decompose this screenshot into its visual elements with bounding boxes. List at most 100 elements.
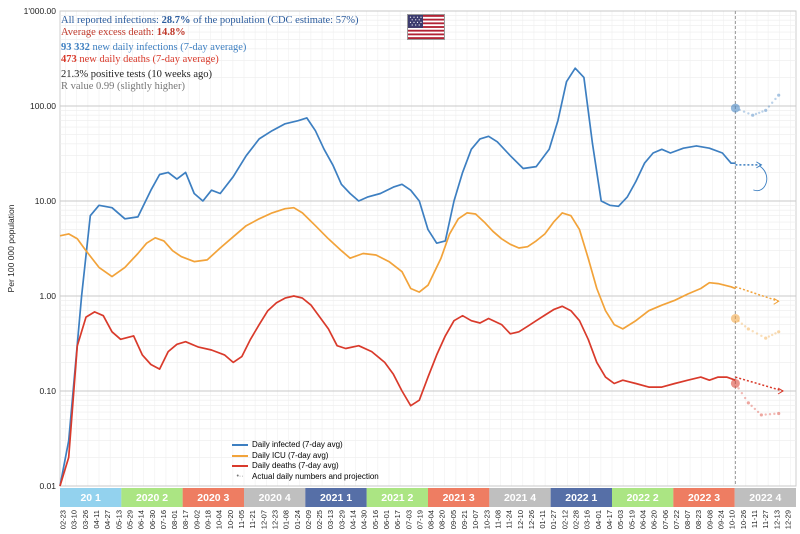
x-tick-label: 09-08 [705,510,714,529]
x-tick-label: 01-08 [282,510,291,529]
quarter-block [60,488,122,507]
y-tick-label: 1.00 [39,291,56,301]
x-tick-label: 03-26 [81,510,90,529]
info-daily-infections: 93 332 new daily infections (7-day avera… [61,42,246,54]
projection-arrow-icu [773,297,780,305]
projection-dot-icu [774,332,777,335]
quarter-label: 2022 3 [688,492,720,504]
x-tick-label: 03-29 [337,510,346,529]
legend-label-projection: Actual daily numbers and projection [252,471,379,481]
x-tick-label: 07-03 [404,510,413,529]
x-tick-label: 10-04 [215,510,224,529]
info-daily-deaths-value: 473 [61,54,77,65]
legend-item-infected: Daily infected (7-day avg) [232,440,379,451]
x-tick-label: 03-16 [583,510,592,529]
projection-marker-deaths [730,378,740,388]
x-tick-label: 06-17 [393,510,402,529]
x-tick-label: 06-14 [137,510,146,529]
projection-dot-icu [740,322,744,325]
projection-marker-deaths [746,401,750,405]
x-tick-label: 12-29 [783,510,792,529]
x-tick-label: 12-13 [772,510,781,529]
x-tick-label: 10-07 [471,510,480,529]
x-tick-label: 06-01 [382,510,391,529]
series-line-infected [59,67,736,487]
projection-marker-infected [777,93,781,97]
x-tick-label: 04-17 [605,510,614,529]
x-tick-label: 04-11 [92,510,101,529]
y-tick-label: 1'000.00 [24,6,57,16]
x-tick-label: 01-27 [549,510,558,529]
info-daily-infections-label: new daily infections (7-day average) [89,42,247,53]
legend-item-icu: Daily ICU (7-day avg) [232,451,379,462]
legend-label-infected: Daily infected (7-day avg) [252,440,343,449]
projection-dot-icu [751,330,754,333]
x-tick-label: 06-04 [638,510,647,529]
projection-marker-icu [777,330,781,334]
projection-marker-infected [730,103,740,113]
info-excess-death: Average excess death: 14.8% [61,27,186,39]
projection-dot-infected [754,112,758,116]
quarter-label: 2022 2 [627,492,659,504]
x-tick-label: 04-27 [103,510,112,529]
quarter-label: 2020 2 [136,492,168,504]
quarter-label: 2020 4 [259,492,291,504]
quarter-label: 2022 4 [749,492,781,504]
legend-label-icu: Daily ICU (7-day avg) [252,450,329,460]
legend-item-projection: •·· Actual daily numbers and projection [232,471,379,483]
projection-marker-icu [746,327,750,331]
projection-dot-infected [774,97,777,101]
legend-swatch-deaths [232,465,248,468]
x-tick-label: 11-05 [237,510,246,529]
x-tick-label: 02-23 [59,510,68,529]
projection-dot-icu [770,333,774,337]
projection-dot-infected [770,101,774,104]
info-daily-deaths: 473 new daily deaths (7-day average) [61,54,219,66]
legend-swatch-infected [232,444,248,447]
y-tick-label: 10.00 [35,196,57,206]
x-tick-label: 05-29 [125,510,134,529]
quarter-block [305,488,367,507]
x-tick-label: 10-20 [226,510,235,529]
x-tick-label: 09-05 [449,510,458,529]
x-tick-label: 05-19 [627,510,636,529]
x-tick-label: 01-24 [293,510,302,529]
projection-curl-infected [753,165,768,192]
projection-dot-infected [738,108,741,112]
x-tick-label: 11-11 [750,510,759,528]
x-tick-label: 08-01 [170,510,179,529]
x-tick-label: 03-13 [326,510,335,529]
projection-marker-infected [764,108,768,112]
projection-arrow-deaths [777,387,784,395]
x-tick-label: 08-20 [438,510,447,529]
x-tick-label: 09-18 [204,510,213,529]
projection-dot-infected [761,110,764,113]
info-infections-suffix: of the population (CDC estimate: 57%) [190,15,359,26]
projection-dot-icu [737,319,740,323]
info-excess-value: 14.8% [156,27,186,38]
x-tick-label: 02-09 [304,510,313,529]
x-tick-label: 06-20 [650,510,659,529]
legend-swatch-icu [232,454,248,457]
x-tick-label: 08-17 [181,510,190,529]
projection-dot-infected [742,110,746,113]
legend: Daily infected (7-day avg) Daily ICU (7-… [232,440,379,482]
info-daily-infections-value: 93 332 [61,42,90,53]
quarter-label: 2022 1 [565,492,597,504]
info-infections-label: All reported infections: [61,15,162,26]
x-tick-label: 11-27 [761,510,770,529]
y-tick-label: 0.01 [39,481,56,491]
x-tick-label: 09-21 [460,510,469,529]
projection-dot-deaths [743,396,747,400]
x-tick-label: 12-10 [516,510,525,529]
projection-dot-deaths [740,391,744,395]
projection-dot-deaths [737,387,740,390]
x-tick-label: 12-07 [259,510,268,529]
projection-dot-icu [760,334,763,338]
x-tick-label: 08-23 [694,510,703,529]
quarter-label: 2020 3 [197,492,229,504]
projection-marker-deaths [777,411,781,416]
info-positive-tests: 21.3% positive tests (10 weeks ago) [61,69,213,80]
quarter-block [734,488,796,507]
x-tick-label: 02-25 [315,510,324,529]
